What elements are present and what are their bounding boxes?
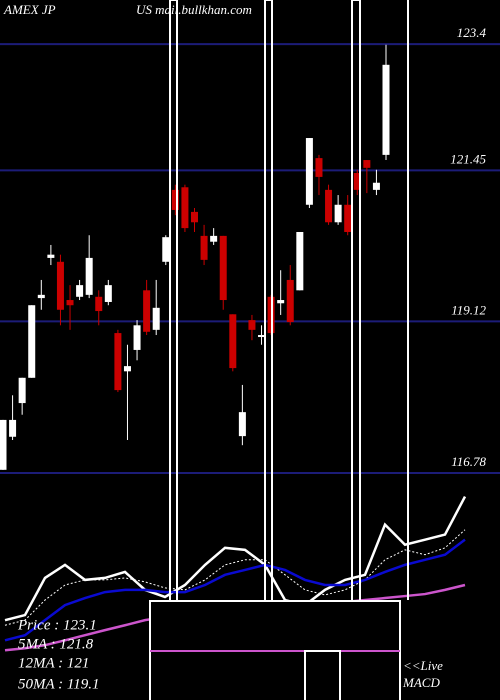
candle-body xyxy=(143,290,151,332)
candle-body xyxy=(334,204,342,223)
candle-body xyxy=(200,235,208,260)
chart-subtitle: US mail.bullkhan.com xyxy=(136,2,252,17)
candle-body xyxy=(56,261,64,310)
candle-body xyxy=(123,366,131,372)
candle-body xyxy=(372,182,380,190)
candle-body xyxy=(191,211,198,223)
macd-bar xyxy=(304,650,341,700)
candle-body xyxy=(133,325,141,350)
annotation: <<Live xyxy=(403,658,443,673)
y-tick-label: 121.45 xyxy=(450,151,486,166)
candle-body xyxy=(171,189,179,210)
candle-body xyxy=(353,173,361,190)
candle-body xyxy=(152,307,160,330)
y-tick-label: 123.4 xyxy=(457,25,487,40)
legend-entry: 12MA : 121 xyxy=(18,655,89,671)
candle-body xyxy=(286,279,294,323)
candle-body xyxy=(28,305,36,378)
candle-body xyxy=(363,160,371,168)
candle-body xyxy=(37,294,45,299)
legend-entry: 5MA : 121.8 xyxy=(18,636,94,652)
candle-body xyxy=(85,257,93,295)
legend-entry: Price : 123.1 xyxy=(17,617,97,633)
candle-body xyxy=(181,187,189,229)
candle-body xyxy=(238,412,246,437)
candle-body xyxy=(114,333,122,391)
annotation: MACD xyxy=(402,675,440,690)
candle-body xyxy=(219,235,227,301)
vertical-band xyxy=(264,0,273,700)
candle-body xyxy=(162,237,170,262)
vertical-band xyxy=(169,0,178,700)
candle-body xyxy=(325,189,333,223)
chart-title: AMEX JP xyxy=(3,2,56,17)
candle-body xyxy=(382,64,390,155)
legend-entry: 50MA : 119.1 xyxy=(18,676,100,692)
candle-body xyxy=(277,300,285,304)
candle-body xyxy=(305,138,313,205)
vertical-band xyxy=(351,0,361,700)
legend: Price : 123.1 5MA : 121.8 12MA : 121 50M… xyxy=(17,617,443,692)
candle-body xyxy=(258,335,266,338)
series-line xyxy=(4,495,467,622)
candle-body xyxy=(9,419,17,437)
candle-body xyxy=(0,419,7,470)
candle-body xyxy=(104,285,112,302)
y-tick-label: 116.78 xyxy=(451,454,486,469)
plot: 123.4 121.45 119.12 116.78 xyxy=(0,25,500,652)
candle-body xyxy=(76,285,84,297)
candle-body xyxy=(95,296,103,312)
series-line xyxy=(4,529,466,626)
y-tick-label: 119.12 xyxy=(451,302,486,317)
candle-body xyxy=(47,254,55,258)
series-line xyxy=(4,538,466,642)
candle-body xyxy=(315,158,323,177)
candle-body xyxy=(210,235,218,242)
candle-body xyxy=(296,231,304,291)
candle-body xyxy=(248,320,256,330)
candle-body xyxy=(18,377,26,404)
overlay xyxy=(149,0,409,700)
candle-body xyxy=(344,204,352,232)
candle-body xyxy=(229,314,237,369)
candle-body xyxy=(66,300,74,306)
